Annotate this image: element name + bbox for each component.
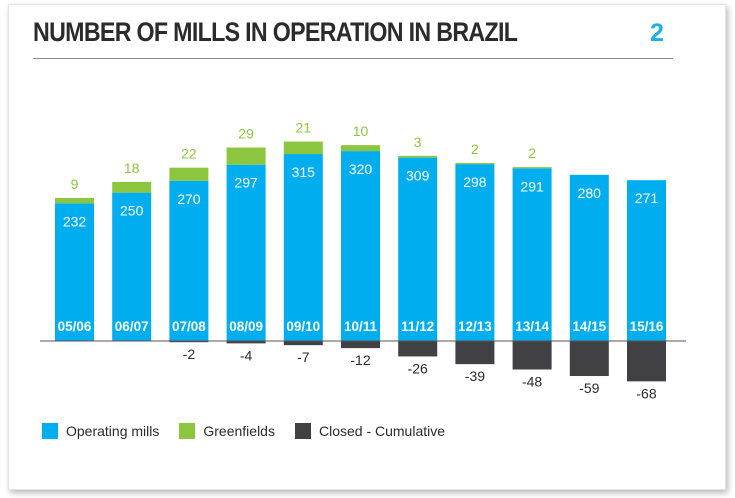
bar-closed-11/12 bbox=[398, 341, 438, 357]
label-closed-12/13: -39 bbox=[465, 368, 485, 384]
label-closed-08/09: -4 bbox=[240, 347, 253, 363]
category-label-13/14: 13/14 bbox=[515, 319, 549, 334]
category-label-05/06: 05/06 bbox=[58, 319, 92, 334]
bar-greenfield-11/12 bbox=[398, 155, 438, 158]
label-closed-11/12: -26 bbox=[408, 360, 428, 376]
label-operating-10/11: 320 bbox=[349, 161, 373, 177]
label-greenfield-06/07: 18 bbox=[124, 160, 140, 176]
label-closed-09/10: -7 bbox=[297, 349, 310, 365]
label-greenfield-13/14: 2 bbox=[528, 145, 536, 161]
bar-greenfield-09/10 bbox=[283, 141, 323, 155]
label-operating-11/12: 309 bbox=[406, 168, 430, 184]
label-operating-14/15: 280 bbox=[578, 185, 602, 201]
label-operating-12/13: 298 bbox=[463, 174, 487, 190]
bar-closed-09/10 bbox=[283, 341, 323, 346]
legend-swatch-operating bbox=[42, 423, 58, 439]
legend-item-closed: Closed - Cumulative bbox=[294, 423, 446, 439]
label-operating-05/06: 232 bbox=[63, 213, 87, 229]
bar-greenfield-13/14 bbox=[512, 167, 552, 169]
label-greenfield-07/08: 22 bbox=[181, 146, 197, 162]
legend-swatch-closed bbox=[294, 423, 311, 439]
figure-number: 2 bbox=[650, 19, 664, 47]
category-label-12/13: 12/13 bbox=[458, 319, 492, 334]
bar-greenfield-07/08 bbox=[169, 167, 209, 181]
legend-item-operating: Operating mills bbox=[42, 423, 159, 439]
legend-label-operating: Operating mills bbox=[66, 423, 160, 439]
label-operating-09/10: 315 bbox=[292, 164, 316, 180]
legend-item-greenfields: Greenfields bbox=[179, 423, 275, 439]
bar-greenfield-12/13 bbox=[455, 162, 495, 165]
legend-label-greenfields: Greenfields bbox=[203, 423, 275, 439]
label-closed-14/15: -59 bbox=[579, 380, 599, 396]
bar-operating-05/06 bbox=[55, 203, 94, 341]
bar-closed-13/14 bbox=[512, 341, 552, 370]
bar-operating-10/11 bbox=[341, 151, 380, 341]
category-label-06/07: 06/07 bbox=[115, 319, 149, 334]
chart-title: NUMBER OF MILLS IN OPERATION IN BRAZIL bbox=[33, 17, 518, 47]
bar-greenfield-06/07 bbox=[112, 181, 152, 193]
category-label-08/09: 08/09 bbox=[229, 319, 263, 334]
bar-operating-13/14 bbox=[512, 168, 552, 341]
bar-operating-11/12 bbox=[398, 157, 438, 341]
label-operating-07/08: 270 bbox=[177, 191, 201, 207]
bar-greenfield-08/09 bbox=[226, 147, 266, 165]
category-label-10/11: 10/11 bbox=[344, 319, 378, 334]
bar-operating-06/07 bbox=[112, 192, 152, 341]
bar-operating-08/09 bbox=[226, 164, 266, 341]
bar-operating-12/13 bbox=[455, 164, 495, 341]
label-greenfield-09/10: 21 bbox=[296, 120, 312, 136]
label-operating-06/07: 250 bbox=[120, 203, 144, 219]
label-closed-07/08: -2 bbox=[183, 346, 196, 362]
label-greenfield-05/06: 9 bbox=[71, 176, 79, 192]
label-greenfield-11/12: 3 bbox=[414, 134, 422, 150]
category-label-11/12: 11/12 bbox=[401, 319, 434, 334]
label-closed-15/16: -68 bbox=[636, 385, 656, 401]
bar-operating-14/15 bbox=[569, 174, 609, 341]
bar-closed-10/11 bbox=[341, 341, 380, 349]
label-closed-13/14: -48 bbox=[522, 373, 542, 389]
title-divider bbox=[33, 58, 673, 59]
label-operating-08/09: 297 bbox=[234, 175, 258, 191]
label-greenfield-10/11: 10 bbox=[353, 123, 369, 139]
bar-operating-09/10 bbox=[283, 154, 323, 341]
bar-greenfield-05/06 bbox=[55, 197, 94, 204]
bar-closed-07/08 bbox=[169, 341, 209, 343]
bar-operating-15/16 bbox=[627, 180, 666, 341]
label-operating-13/14: 291 bbox=[520, 178, 544, 194]
label-closed-10/11: -12 bbox=[350, 352, 370, 368]
category-label-07/08: 07/08 bbox=[172, 319, 206, 334]
bar-operating-07/08 bbox=[169, 180, 209, 341]
bar-greenfield-10/11 bbox=[341, 145, 380, 152]
label-greenfield-12/13: 2 bbox=[471, 141, 479, 157]
bar-closed-08/09 bbox=[226, 341, 266, 344]
category-label-14/15: 14/15 bbox=[572, 319, 606, 334]
category-label-15/16: 15/16 bbox=[630, 319, 664, 334]
legend-label-closed: Closed - Cumulative bbox=[318, 423, 446, 439]
bar-closed-12/13 bbox=[455, 341, 495, 365]
legend-swatch-greenfields bbox=[179, 423, 196, 439]
bar-closed-15/16 bbox=[627, 341, 666, 382]
label-operating-15/16: 271 bbox=[635, 190, 659, 206]
chart-legend: Operating mills Greenfields Closed - Cum… bbox=[42, 423, 465, 439]
label-greenfield-08/09: 29 bbox=[238, 126, 254, 142]
bar-closed-14/15 bbox=[569, 341, 609, 377]
category-label-09/10: 09/10 bbox=[286, 319, 320, 334]
